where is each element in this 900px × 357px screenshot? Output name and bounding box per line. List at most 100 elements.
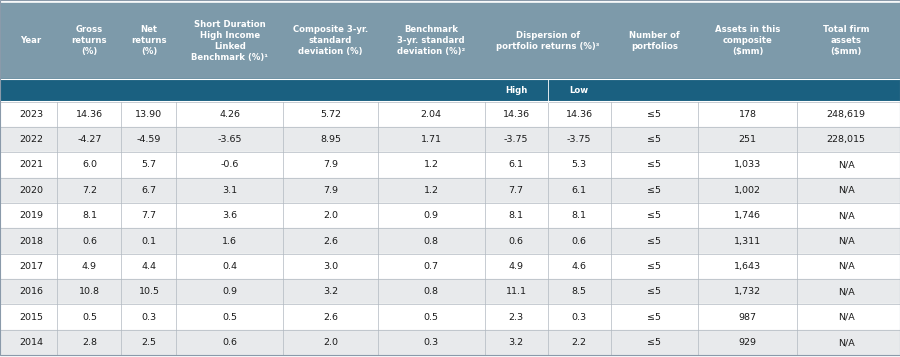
Text: Total firm
assets
($mm): Total firm assets ($mm): [823, 25, 869, 56]
Text: ≤5: ≤5: [647, 262, 662, 271]
Text: -3.75: -3.75: [504, 135, 528, 144]
Text: N/A: N/A: [838, 211, 854, 220]
Text: 3.6: 3.6: [222, 211, 238, 220]
Text: 4.9: 4.9: [82, 262, 97, 271]
Text: 929: 929: [739, 338, 757, 347]
Text: 0.1: 0.1: [141, 237, 157, 246]
Text: 1.71: 1.71: [420, 135, 442, 144]
Text: 1,033: 1,033: [734, 160, 761, 170]
Text: Assets in this
composite
($mm): Assets in this composite ($mm): [715, 25, 780, 56]
Text: 2.3: 2.3: [508, 313, 524, 322]
Text: 0.6: 0.6: [572, 237, 587, 246]
Text: -3.75: -3.75: [567, 135, 591, 144]
Text: 13.90: 13.90: [135, 110, 163, 119]
Bar: [0, 79, 900, 101]
Text: -4.59: -4.59: [137, 135, 161, 144]
Text: 10.5: 10.5: [139, 287, 159, 296]
Text: 8.1: 8.1: [572, 211, 587, 220]
Text: ≤5: ≤5: [647, 110, 662, 119]
Text: N/A: N/A: [838, 262, 854, 271]
Text: 7.7: 7.7: [141, 211, 157, 220]
Text: 2019: 2019: [19, 211, 43, 220]
Text: 251: 251: [739, 135, 757, 144]
Text: 2.6: 2.6: [323, 237, 338, 246]
Text: 0.3: 0.3: [572, 313, 587, 322]
Text: 1,746: 1,746: [734, 211, 761, 220]
Text: 2.2: 2.2: [572, 338, 587, 347]
Text: Gross
returns
(%): Gross returns (%): [72, 25, 107, 56]
Text: ≤5: ≤5: [647, 338, 662, 347]
Text: High: High: [505, 86, 527, 95]
Text: 0.6: 0.6: [82, 237, 97, 246]
Text: ≤5: ≤5: [647, 186, 662, 195]
Text: 1.6: 1.6: [222, 237, 238, 246]
Text: 4.6: 4.6: [572, 262, 587, 271]
Text: 14.36: 14.36: [565, 110, 593, 119]
Bar: [0, 228, 900, 254]
Text: Composite 3-yr.
standard
deviation (%): Composite 3-yr. standard deviation (%): [292, 25, 368, 56]
Text: 14.36: 14.36: [76, 110, 103, 119]
Text: 2.8: 2.8: [82, 338, 97, 347]
Text: 2.0: 2.0: [323, 338, 338, 347]
Text: 0.5: 0.5: [424, 313, 438, 322]
Text: 14.36: 14.36: [502, 110, 530, 119]
Text: 0.6: 0.6: [508, 237, 524, 246]
Text: 0.3: 0.3: [141, 313, 157, 322]
Text: -0.6: -0.6: [220, 160, 239, 170]
Bar: [0, 3, 900, 79]
Text: 2.6: 2.6: [323, 313, 338, 322]
Text: Low: Low: [570, 86, 589, 95]
Text: 0.8: 0.8: [424, 287, 438, 296]
Text: 2014: 2014: [19, 338, 43, 347]
Text: 248,619: 248,619: [827, 110, 866, 119]
Text: 0.7: 0.7: [424, 262, 438, 271]
Text: 8.5: 8.5: [572, 287, 587, 296]
Text: Dispersion of
portfolio returns (%)³: Dispersion of portfolio returns (%)³: [496, 31, 599, 51]
Text: 4.4: 4.4: [141, 262, 157, 271]
Text: 10.8: 10.8: [79, 287, 100, 296]
Text: Year: Year: [21, 36, 41, 45]
Text: N/A: N/A: [838, 160, 854, 170]
Text: 5.3: 5.3: [572, 160, 587, 170]
Text: 0.3: 0.3: [424, 338, 438, 347]
Text: -4.27: -4.27: [77, 135, 102, 144]
Text: N/A: N/A: [838, 237, 854, 246]
Text: 1.2: 1.2: [424, 160, 438, 170]
Text: 8.95: 8.95: [320, 135, 341, 144]
Text: Net
returns
(%): Net returns (%): [131, 25, 166, 56]
Text: 4.9: 4.9: [508, 262, 524, 271]
Text: 3.2: 3.2: [323, 287, 338, 296]
Text: 2018: 2018: [19, 237, 43, 246]
Text: -3.65: -3.65: [218, 135, 242, 144]
Text: 2022: 2022: [19, 135, 43, 144]
Text: 2.04: 2.04: [420, 110, 442, 119]
Text: 1,002: 1,002: [734, 186, 761, 195]
Text: 6.7: 6.7: [141, 186, 157, 195]
Text: 7.9: 7.9: [323, 160, 338, 170]
Bar: [0, 305, 900, 330]
Text: N/A: N/A: [838, 287, 854, 296]
Text: 3.2: 3.2: [508, 338, 524, 347]
Text: 2020: 2020: [19, 186, 43, 195]
Text: 2.0: 2.0: [323, 211, 338, 220]
Text: 8.1: 8.1: [82, 211, 97, 220]
Bar: [0, 203, 900, 228]
Text: ≤5: ≤5: [647, 160, 662, 170]
Text: 7.9: 7.9: [323, 186, 338, 195]
Text: 2021: 2021: [19, 160, 43, 170]
Text: 228,015: 228,015: [827, 135, 866, 144]
Text: 0.9: 0.9: [222, 287, 238, 296]
Bar: [0, 330, 900, 355]
Bar: [0, 178, 900, 203]
Text: 178: 178: [739, 110, 757, 119]
Text: N/A: N/A: [838, 313, 854, 322]
Text: 2016: 2016: [19, 287, 43, 296]
Text: ≤5: ≤5: [647, 211, 662, 220]
Text: N/A: N/A: [838, 186, 854, 195]
Text: 3.0: 3.0: [323, 262, 338, 271]
Text: 2015: 2015: [19, 313, 43, 322]
Text: 7.7: 7.7: [508, 186, 524, 195]
Text: 1,643: 1,643: [734, 262, 761, 271]
Text: 0.5: 0.5: [222, 313, 238, 322]
Text: ≤5: ≤5: [647, 313, 662, 322]
